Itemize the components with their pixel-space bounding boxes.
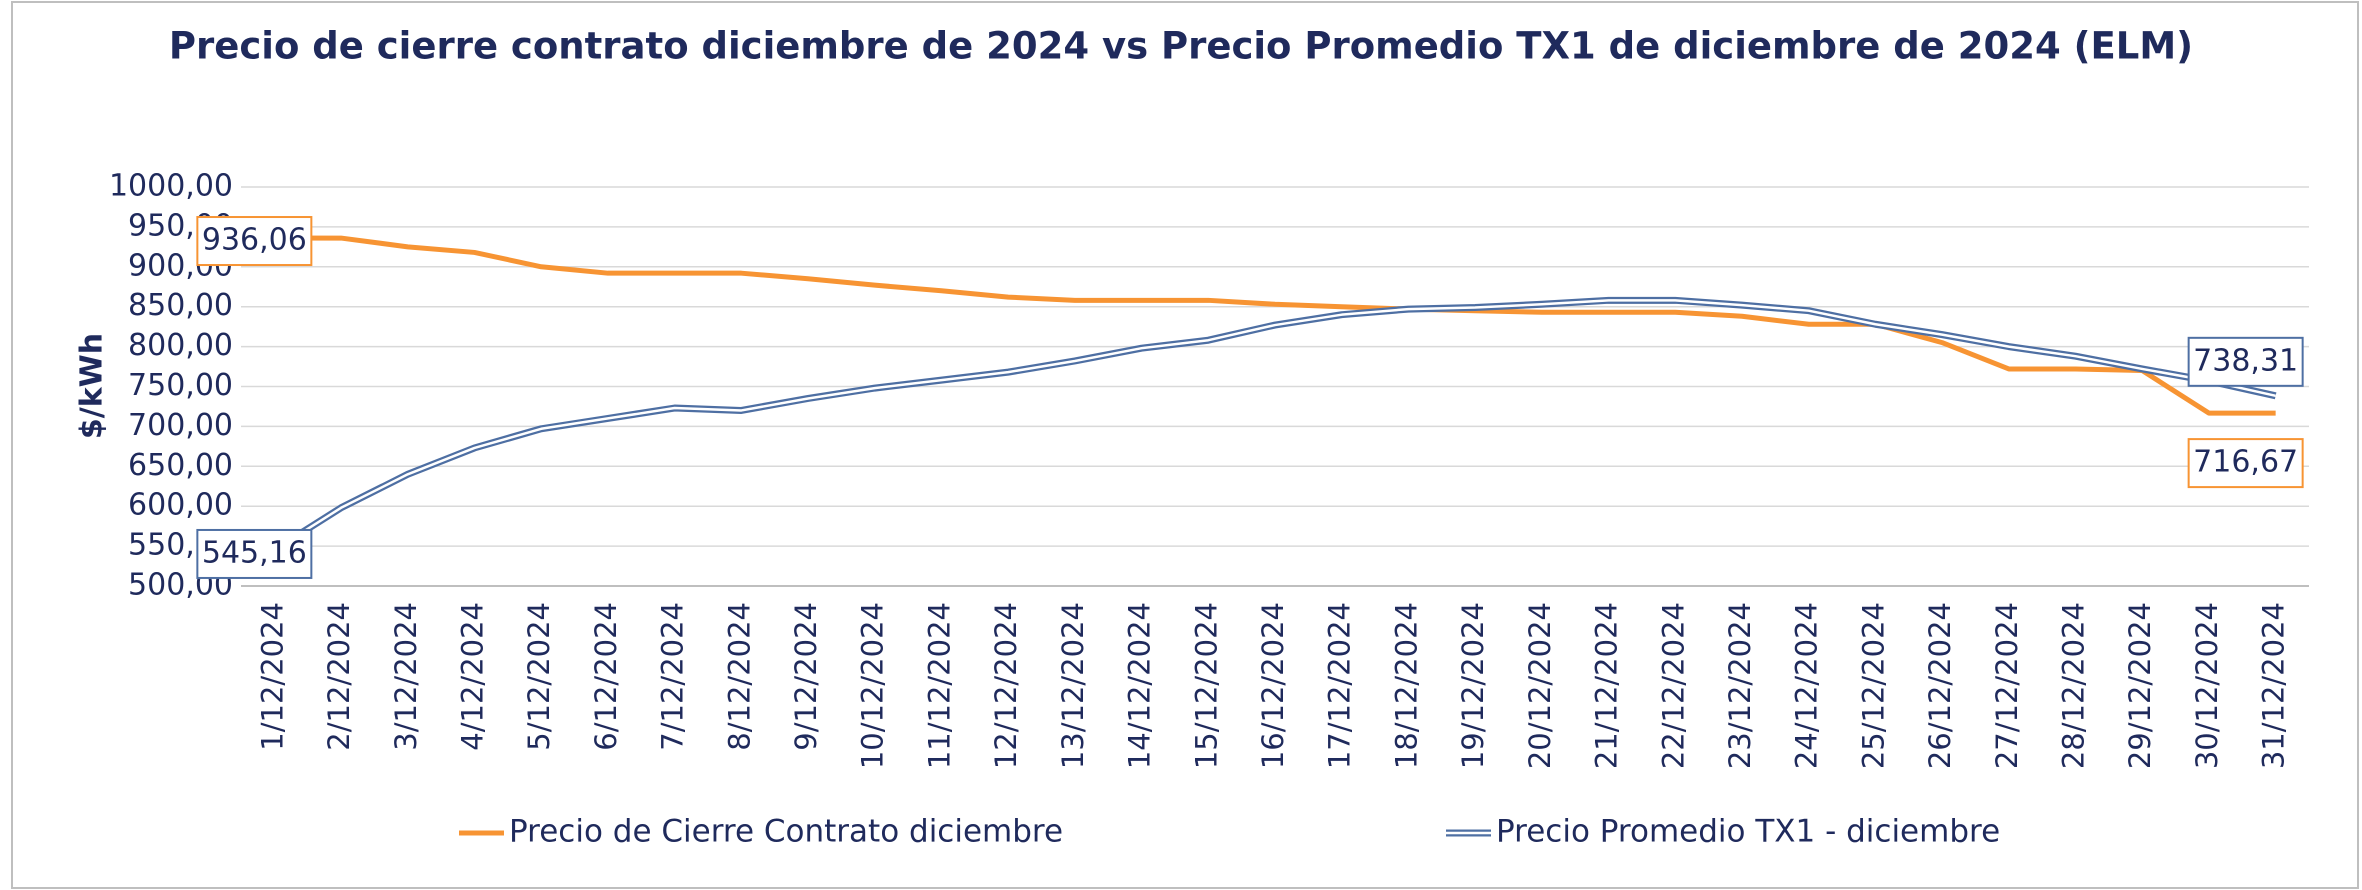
y-tick-label: 600,00 [128, 488, 233, 523]
y-tick-label: 750,00 [128, 368, 233, 403]
y-tick-label: 700,00 [128, 408, 233, 443]
x-tick-label: 4/12/2024 [455, 602, 489, 751]
y-axis-title: $/kWh [75, 333, 110, 439]
x-tick-label: 26/12/2024 [1923, 602, 1957, 769]
data-label-box [2187, 336, 2304, 387]
x-tick-label: 24/12/2024 [1790, 602, 1824, 769]
series-line-highlight [273, 299, 2276, 552]
x-tick-label: 11/12/2024 [922, 602, 956, 769]
data-label-box [2187, 438, 2304, 489]
x-tick-label: 25/12/2024 [1856, 602, 1890, 769]
legend-label: Precio Promedio TX1 - diciembre [1496, 814, 2000, 850]
x-tick-label: 29/12/2024 [2123, 602, 2157, 769]
x-tick-label: 9/12/2024 [789, 602, 823, 751]
series-line [274, 235, 2276, 416]
x-tick-label: 21/12/2024 [1590, 602, 1624, 769]
data-label: 716,67 [2193, 445, 2298, 480]
x-tick-label: 20/12/2024 [1523, 602, 1557, 769]
data-label-box [196, 528, 313, 579]
x-tick-label: 19/12/2024 [1456, 602, 1490, 769]
x-tick-label: 31/12/2024 [2257, 602, 2291, 769]
chart-title: Precio de cierre contrato diciembre de 2… [169, 25, 2193, 68]
legend-label: Precio de Cierre Contrato diciembre [509, 814, 1063, 850]
x-tick-label: 15/12/2024 [1189, 602, 1223, 769]
x-tick-label: 18/12/2024 [1389, 602, 1423, 769]
x-tick-label: 3/12/2024 [389, 602, 423, 751]
data-label: 545,16 [202, 535, 307, 570]
y-tick-label: 650,00 [128, 448, 233, 483]
y-tick-label: 850,00 [128, 288, 233, 323]
x-tick-label: 7/12/2024 [656, 602, 690, 751]
x-tick-label: 2/12/2024 [322, 602, 356, 751]
x-tick-label: 13/12/2024 [1056, 602, 1090, 769]
x-tick-label: 6/12/2024 [589, 602, 623, 751]
x-tick-label: 14/12/2024 [1123, 602, 1157, 769]
x-tick-label: 10/12/2024 [856, 602, 890, 769]
x-tick-label: 17/12/2024 [1323, 602, 1357, 769]
x-tick-label: 22/12/2024 [1656, 602, 1690, 769]
data-label: 738,31 [2193, 343, 2298, 378]
x-tick-label: 12/12/2024 [989, 602, 1023, 769]
y-tick-label: 800,00 [128, 328, 233, 363]
x-tick-label: 1/12/2024 [255, 602, 289, 751]
x-tick-label: 8/12/2024 [722, 602, 756, 751]
x-tick-label: 5/12/2024 [522, 602, 556, 751]
x-tick-label: 30/12/2024 [2190, 602, 2224, 769]
y-tick-label: 1000,00 [109, 169, 233, 204]
x-tick-label: 27/12/2024 [1990, 602, 2024, 769]
x-tick-label: 28/12/2024 [2057, 602, 2091, 769]
chart-frame [11, 1, 2359, 889]
x-tick-label: 16/12/2024 [1256, 602, 1290, 769]
x-tick-label: 23/12/2024 [1723, 602, 1757, 769]
data-label-box [196, 216, 313, 267]
data-label: 936,06 [202, 223, 307, 258]
